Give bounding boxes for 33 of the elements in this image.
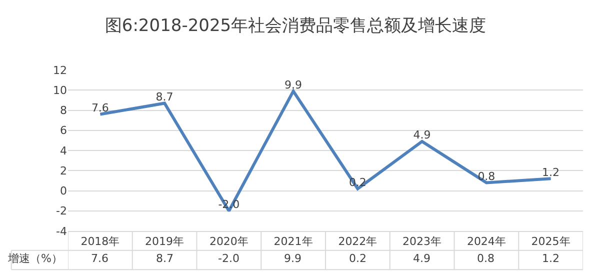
- y-tick-label: 6: [60, 124, 67, 138]
- data-label: 7.6: [91, 252, 108, 265]
- text: 0.8: [478, 170, 496, 183]
- text: 8.7: [156, 90, 174, 104]
- data-label: 0.8: [477, 252, 494, 265]
- y-tick-label: 4: [60, 144, 67, 158]
- y-tick-label: 2: [60, 164, 67, 178]
- text: 1.2: [542, 166, 560, 179]
- x-tick-label: 2025年: [531, 235, 570, 248]
- y-tick-label: 0: [60, 184, 67, 198]
- data-label: 0.2: [349, 252, 366, 265]
- x-tick-label: 2023年: [402, 235, 442, 248]
- y-tick-label: 12: [53, 64, 67, 77]
- text: 增速（%）: [7, 252, 62, 265]
- x-tick-label: 2019年: [145, 235, 184, 248]
- x-tick-label: 2018年: [80, 235, 120, 248]
- chart-title: 图6:2018-2025年社会消费品零售总额及增长速度: [104, 16, 486, 36]
- x-tick-label: 2024年: [466, 235, 506, 248]
- text: 9.9: [284, 78, 302, 92]
- text: 7.6: [91, 102, 109, 115]
- text: 4.9: [413, 128, 431, 142]
- y-tick-label: 10: [53, 84, 67, 97]
- data-label: 4.9: [413, 252, 430, 265]
- x-tick-label: 2021年: [274, 235, 313, 248]
- x-tick-label: 2020年: [209, 235, 248, 248]
- y-tick-label: -2: [56, 204, 67, 218]
- data-label: -2.0: [218, 252, 240, 265]
- y-tick-label: -4: [56, 224, 67, 238]
- y-tick-label: 8: [60, 104, 67, 118]
- data-label: 9.9: [284, 252, 302, 265]
- x-tick-label: 2022年: [338, 235, 378, 248]
- data-label: 8.7: [156, 252, 174, 265]
- data-label: 1.2: [542, 252, 560, 265]
